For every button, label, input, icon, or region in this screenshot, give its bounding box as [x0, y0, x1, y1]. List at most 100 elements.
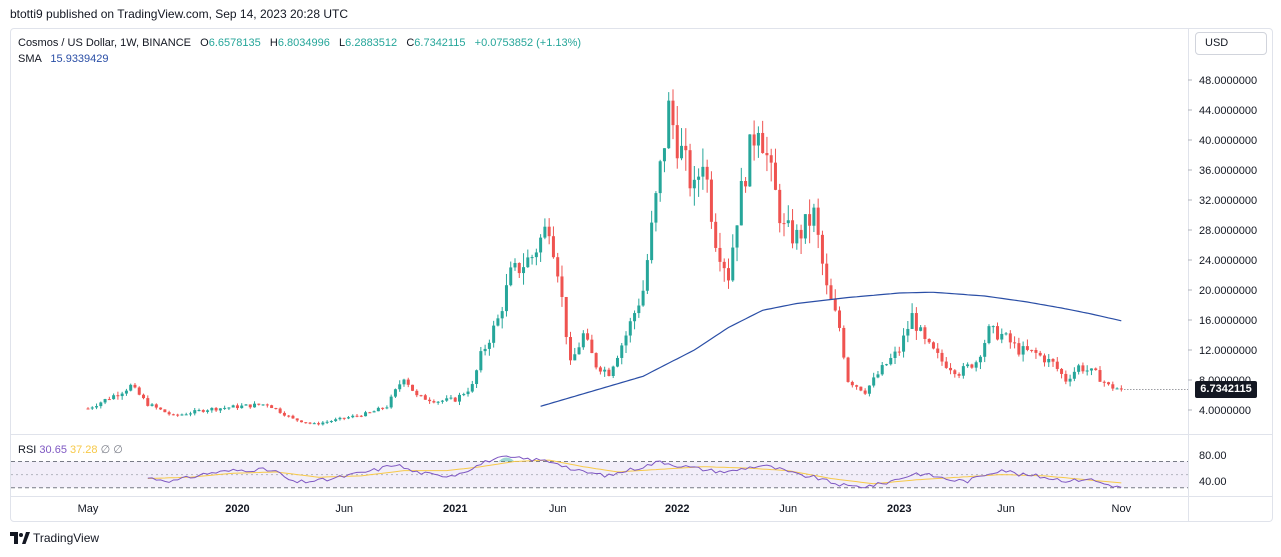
candle: [1077, 363, 1081, 375]
candle: [1098, 366, 1102, 382]
rsi-pane: [11, 455, 1188, 489]
candle: [598, 365, 602, 375]
legend-sma-label: SMA: [18, 53, 42, 65]
candle: [142, 393, 146, 400]
candle: [1051, 358, 1055, 367]
rsi-ma-line: [147, 459, 1122, 485]
chart-frame: [10, 28, 1273, 522]
candle: [197, 408, 201, 412]
candle: [308, 422, 312, 425]
candle: [325, 420, 329, 425]
candle: [927, 338, 931, 344]
candle: [334, 417, 338, 422]
candle: [312, 422, 316, 425]
candle: [270, 404, 274, 409]
candle: [509, 261, 513, 287]
time-tick-label: 2022: [665, 503, 689, 515]
candle: [389, 394, 393, 409]
candle: [701, 148, 705, 190]
legend-sma-row[interactable]: SMA 15.9339429: [18, 51, 581, 67]
candle: [633, 310, 637, 330]
candle: [393, 388, 397, 398]
candle: [902, 328, 906, 358]
time-tick-label: Jun: [779, 503, 797, 515]
candle: [838, 306, 842, 332]
candle: [398, 380, 402, 392]
price-tick-label: 4.0000000: [1199, 405, 1251, 417]
candle: [376, 406, 380, 412]
candle: [103, 398, 107, 405]
rsi-tick-label: 80.00: [1199, 450, 1227, 462]
candle: [1115, 387, 1119, 390]
candle: [940, 349, 944, 366]
candle: [756, 126, 760, 158]
candle: [159, 407, 163, 410]
candle: [483, 344, 487, 356]
candle: [116, 391, 120, 400]
candle: [569, 331, 573, 365]
candle: [1119, 385, 1123, 392]
rsi-line: [147, 455, 1122, 489]
candle: [112, 393, 116, 400]
candle: [167, 410, 171, 416]
candle: [436, 401, 440, 405]
candle: [850, 380, 854, 388]
rsi-tick-label: 40.00: [1199, 476, 1227, 488]
time-axis[interactable]: May 2020 Jun 2021 Jun 2022 Jun 2023 Jun Nov: [78, 503, 1132, 515]
rsi-empty-2: ∅: [113, 444, 123, 456]
candle: [974, 360, 978, 372]
candle: [1094, 367, 1098, 371]
candle: [722, 258, 726, 282]
candle: [137, 386, 141, 396]
candle: [359, 415, 363, 418]
legend-low-label: L: [339, 37, 346, 49]
candle: [1000, 328, 1004, 344]
candle: [748, 134, 752, 187]
time-tick-label: Jun: [549, 503, 567, 515]
candle: [304, 422, 308, 424]
candle: [534, 248, 538, 266]
candle: [829, 278, 833, 300]
time-tick-label: May: [78, 503, 99, 515]
candle: [581, 330, 585, 350]
candle: [688, 143, 692, 197]
time-tick-label: 2021: [443, 503, 467, 515]
candle: [680, 128, 684, 161]
rsi-empty-1: ∅: [100, 444, 111, 456]
last-price-badge: 6.7342115: [1195, 381, 1257, 399]
legend-symbol[interactable]: Cosmos / US Dollar, 1W, BINANCE: [18, 37, 191, 49]
tradingview-logo-icon[interactable]: [10, 531, 30, 545]
footer-brand[interactable]: TradingView: [33, 531, 100, 545]
candle: [338, 416, 342, 421]
candle: [846, 356, 850, 383]
candles: [86, 89, 1123, 426]
candle: [171, 413, 175, 416]
candle: [133, 383, 137, 389]
candle: [752, 120, 756, 161]
rsi-legend[interactable]: RSI 30.65 37.28 ∅ ∅: [18, 443, 123, 456]
candle: [415, 389, 419, 398]
candle: [274, 407, 278, 410]
candle: [218, 408, 222, 414]
price-axis[interactable]: 48.0000000 44.0000000 40.0000000 36.0000000…: [1188, 75, 1257, 488]
candle: [543, 218, 547, 240]
candle: [317, 421, 321, 426]
candle: [513, 258, 517, 271]
price-tick-label: 44.0000000: [1199, 105, 1257, 117]
candle: [453, 396, 457, 403]
time-tick-label: Jun: [335, 503, 353, 515]
candle: [867, 385, 871, 397]
candle: [786, 205, 790, 228]
candle: [547, 218, 551, 245]
candle: [530, 254, 534, 265]
publisher-line: btotti9 published on TradingView.com, Se…: [10, 7, 348, 21]
legend-close: 6.7342115: [414, 37, 466, 49]
candle: [859, 386, 863, 392]
candle: [206, 409, 210, 414]
candle: [223, 405, 227, 410]
candle: [1008, 330, 1012, 349]
currency-button[interactable]: USD: [1195, 32, 1267, 55]
candle: [769, 148, 773, 182]
candle: [564, 296, 568, 345]
